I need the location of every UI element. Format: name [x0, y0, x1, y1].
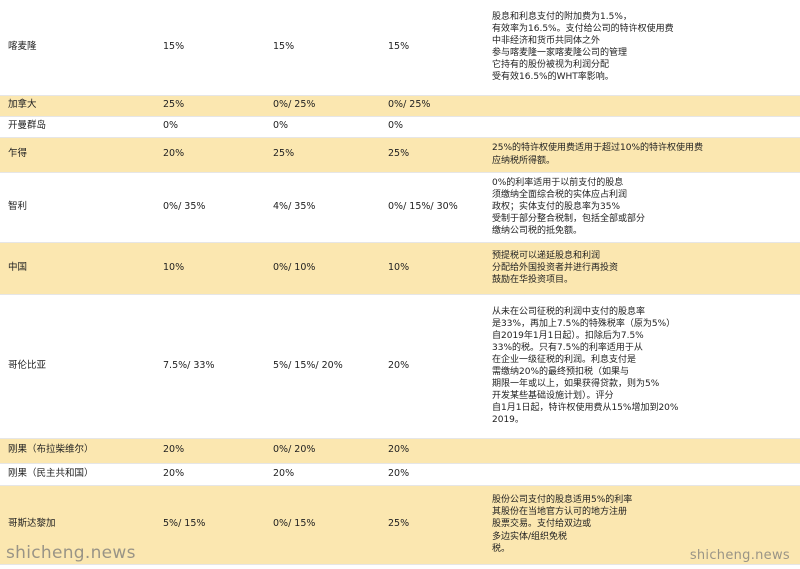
table-row: 乍得 20% 25% 25% 25%的特许权使用费适用于超过10%的特许权使用费… — [0, 137, 800, 173]
royalties-cell: 25% — [380, 485, 480, 565]
interest-cell: 5%/ 15%/ 20% — [265, 294, 380, 439]
note-cell: 预提税可以递延股息和利润 分配给外国投资者并进行再投资 鼓励在华投资项目。 — [480, 242, 800, 295]
table-row: 刚果（布拉柴维尔） 20% 0%/ 20% 20% — [0, 438, 800, 464]
royalties-cell: 25% — [380, 137, 480, 173]
royalties-cell: 20% — [380, 438, 480, 464]
table-row: 开曼群岛 0% 0% 0% — [0, 116, 800, 138]
table-row: 智利 0%/ 35% 4%/ 35% 0%/ 15%/ 30% 0%的利率适用于… — [0, 172, 800, 243]
interest-cell: 0%/ 20% — [265, 438, 380, 464]
dividends-cell: 7.5%/ 33% — [155, 294, 265, 439]
note-cell: 从未在公司征税的利润中支付的股息率 是33%，再加上7.5%的特殊税率（原为5%… — [480, 294, 800, 439]
royalties-cell: 0% — [380, 116, 480, 138]
country-cell: 加拿大 — [0, 95, 155, 117]
interest-cell: 4%/ 35% — [265, 172, 380, 243]
table-row: 哥斯达黎加 5%/ 15% 0%/ 15% 25% 股份公司支付的股息适用5%的… — [0, 485, 800, 565]
country-cell: 智利 — [0, 172, 155, 243]
watermark-left: shicheng.news — [6, 543, 136, 563]
royalties-cell: 15% — [380, 0, 480, 96]
royalties-cell: 20% — [380, 294, 480, 439]
dividends-cell: 20% — [155, 137, 265, 173]
royalties-cell: 10% — [380, 242, 480, 295]
interest-cell: 15% — [265, 0, 380, 96]
table-row: 哥伦比亚 7.5%/ 33% 5%/ 15%/ 20% 20% 从未在公司征税的… — [0, 294, 800, 439]
royalties-cell: 0%/ 25% — [380, 95, 480, 117]
note-cell: 25%的特许权使用费适用于超过10%的特许权使用费 应纳税所得额。 — [480, 137, 800, 173]
dividends-cell: 15% — [155, 0, 265, 96]
note-cell: 股份公司支付的股息适用5%的利率 其股份在当地官方认可的地方注册 股票交易。支付… — [480, 485, 800, 565]
table-row: 加拿大 25% 0%/ 25% 0%/ 25% — [0, 95, 800, 117]
interest-cell: 0%/ 25% — [265, 95, 380, 117]
interest-cell: 0%/ 15% — [265, 485, 380, 565]
note-cell: 0%的利率适用于以前支付的股息 须缴纳全面综合税的实体应占利润 政权；实体支付的… — [480, 172, 800, 243]
note-cell — [480, 116, 800, 138]
country-cell: 乍得 — [0, 137, 155, 173]
dividends-cell: 10% — [155, 242, 265, 295]
note-cell — [480, 463, 800, 486]
country-cell: 中国 — [0, 242, 155, 295]
interest-cell: 0% — [265, 116, 380, 138]
dividends-cell: 0%/ 35% — [155, 172, 265, 243]
table-row: 刚果（民主共和国） 20% 20% 20% — [0, 463, 800, 486]
interest-cell: 0%/ 10% — [265, 242, 380, 295]
note-cell — [480, 438, 800, 464]
royalties-cell: 0%/ 15%/ 30% — [380, 172, 480, 243]
watermark-right: shicheng.news — [689, 548, 790, 563]
note-cell — [480, 95, 800, 117]
dividends-cell: 0% — [155, 116, 265, 138]
royalties-cell: 20% — [380, 463, 480, 486]
table-row: 中国 10% 0%/ 10% 10% 预提税可以递延股息和利润 分配给外国投资者… — [0, 242, 800, 295]
interest-cell: 20% — [265, 463, 380, 486]
country-cell: 刚果（布拉柴维尔） — [0, 438, 155, 464]
table-row: 喀麦隆 15% 15% 15% 股息和利息支付的附加费为1.5%， 有效率为16… — [0, 0, 800, 96]
country-cell: 哥伦比亚 — [0, 294, 155, 439]
dividends-cell: 20% — [155, 463, 265, 486]
country-cell: 开曼群岛 — [0, 116, 155, 138]
country-cell: 刚果（民主共和国） — [0, 463, 155, 486]
note-cell: 股息和利息支付的附加费为1.5%， 有效率为16.5%。支付给公司的特许权使用费… — [480, 0, 800, 96]
interest-cell: 25% — [265, 137, 380, 173]
dividends-cell: 25% — [155, 95, 265, 117]
country-cell: 哥斯达黎加 — [0, 485, 155, 565]
country-cell: 喀麦隆 — [0, 0, 155, 96]
dividends-cell: 20% — [155, 438, 265, 464]
dividends-cell: 5%/ 15% — [155, 485, 265, 565]
